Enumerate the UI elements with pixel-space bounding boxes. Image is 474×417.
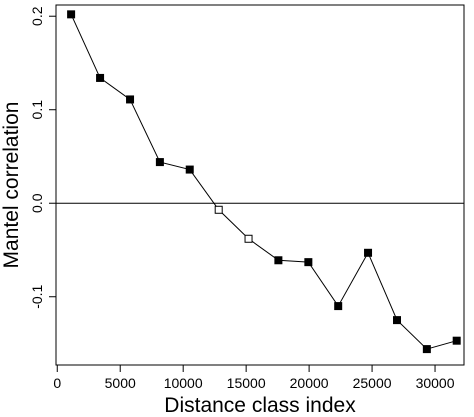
point-marker: [334, 302, 343, 311]
x-axis-label: Distance class index: [164, 394, 356, 417]
x-tick-label: 20000: [290, 375, 329, 391]
x-tick-label: 10000: [164, 375, 203, 391]
x-tick-label: 5000: [105, 375, 136, 391]
x-tick-label: 25000: [353, 375, 392, 391]
point-marker: [393, 316, 402, 325]
point-marker: [452, 336, 461, 345]
y-tick-label: -0.1: [29, 284, 45, 308]
point-marker: [364, 248, 373, 257]
series-line: [70, 14, 457, 350]
point-marker: [244, 234, 253, 243]
y-tick-label: 0.0: [29, 193, 45, 213]
point-marker: [155, 158, 164, 167]
plot-frame: [55, 4, 465, 366]
y-tick-label: 0.1: [29, 100, 45, 120]
point-marker: [67, 10, 76, 19]
point-marker: [214, 205, 223, 214]
x-tick-label: 30000: [416, 375, 455, 391]
x-tick-label: 15000: [227, 375, 266, 391]
y-tick-label: 0.2: [29, 6, 45, 26]
point-marker: [304, 258, 313, 267]
point-marker: [422, 345, 431, 354]
point-marker: [274, 256, 283, 265]
point-marker: [126, 95, 135, 104]
point-marker: [96, 73, 105, 82]
x-tick-label: 0: [53, 375, 61, 391]
point-marker: [185, 165, 194, 174]
y-axis-label: Mantel correlation: [0, 102, 23, 269]
